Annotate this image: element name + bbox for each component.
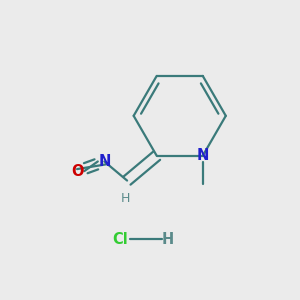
- Text: H: H: [162, 232, 174, 247]
- Text: Cl: Cl: [112, 232, 128, 247]
- Text: N: N: [196, 148, 209, 163]
- Text: N: N: [98, 154, 110, 169]
- Text: O: O: [71, 164, 84, 178]
- Text: H: H: [121, 192, 130, 205]
